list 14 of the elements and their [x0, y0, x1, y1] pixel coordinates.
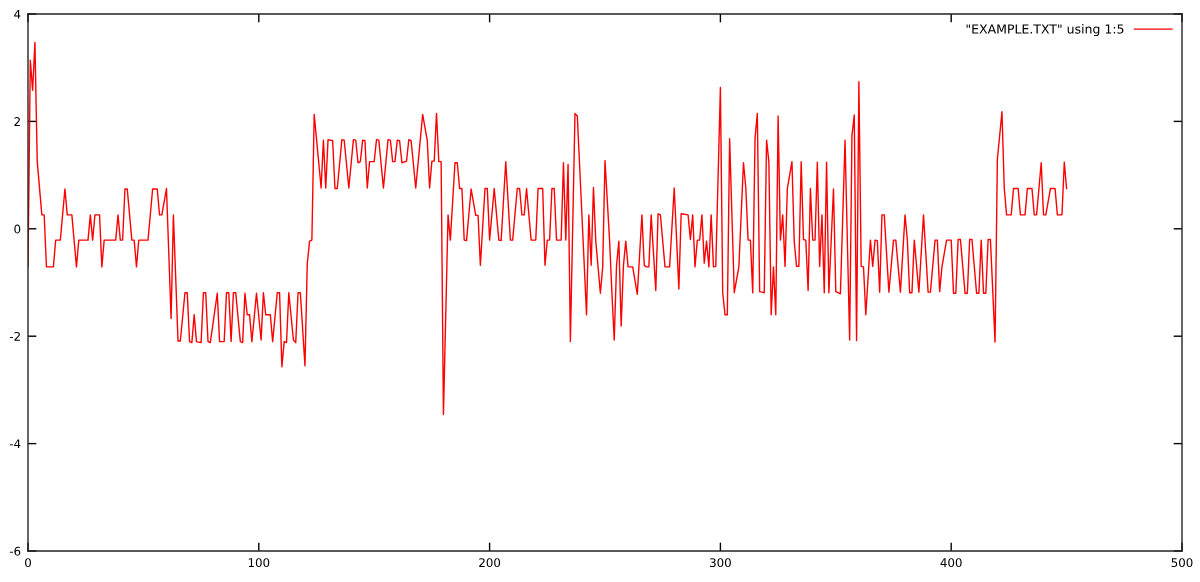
y-tick-label: -6 — [9, 546, 21, 556]
x-tick-label: 500 — [1171, 558, 1193, 568]
x-tick-label: 100 — [248, 558, 270, 568]
x-tick-label: 400 — [940, 558, 962, 568]
line-series — [28, 41, 1068, 416]
x-tick-label: 300 — [710, 558, 731, 568]
x-tick-label: 200 — [479, 558, 501, 568]
y-tick-label: 0 — [14, 224, 21, 234]
x-tick-label: 0 — [25, 558, 31, 568]
y-tick-label: 2 — [14, 117, 20, 126]
y-tick-label: 4 — [14, 9, 21, 19]
y-tick-label: -2 — [9, 331, 20, 341]
legend-label: "EXAMPLE.TXT" using 1:5 — [966, 24, 1124, 37]
y-tick-label: -4 — [9, 439, 21, 449]
